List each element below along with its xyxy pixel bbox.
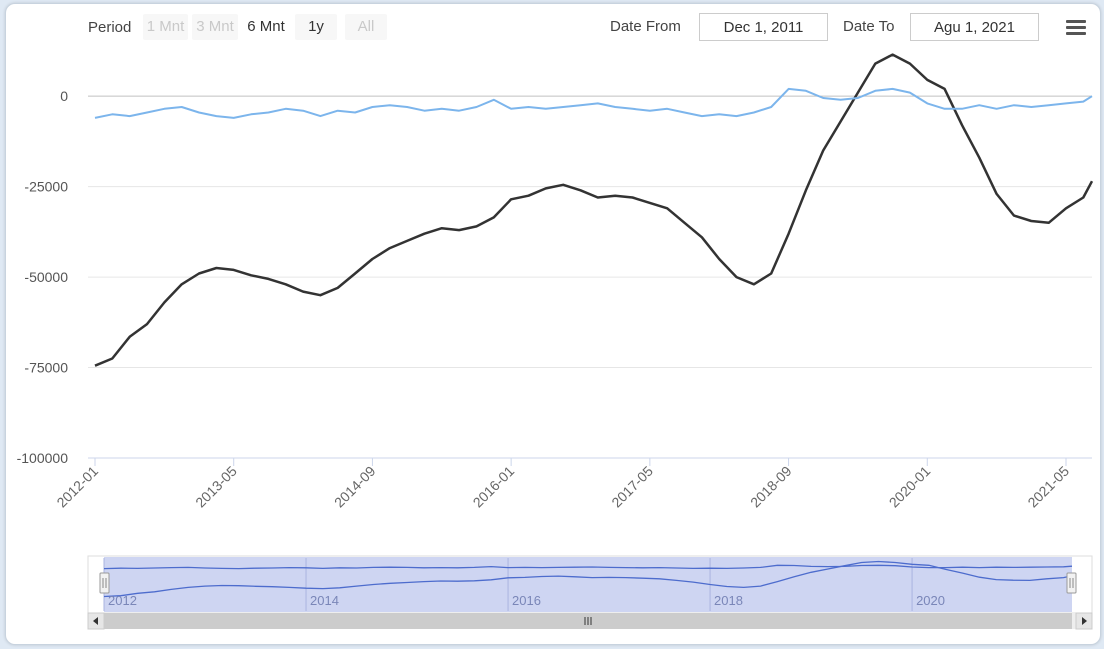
grid-lines: [88, 95, 1092, 459]
date-to-label: Date To: [843, 18, 895, 35]
y-tick-label: -25000: [24, 179, 68, 195]
x-tick-label: 2018-09: [747, 463, 795, 511]
navigator-series-line: [103, 564, 1073, 570]
y-tick-label: 0: [60, 88, 68, 104]
x-axis: 2012-01 2013-05 2014-09 2016-01 2017-05 2018-…: [53, 457, 1092, 511]
arrow-left-icon: [93, 617, 98, 625]
navigator-year-label: 2020: [916, 593, 945, 608]
period-1-year-button[interactable]: 1y: [295, 14, 337, 40]
x-tick-label: 2016-01: [470, 463, 518, 511]
navigator-year-label: 2014: [310, 593, 339, 608]
arrow-right-icon: [1082, 617, 1087, 625]
navigator-selected-range[interactable]: [104, 557, 1072, 612]
x-tick-label: 2021-05: [1024, 463, 1072, 511]
date-to-input[interactable]: Agu 1, 2021: [910, 13, 1039, 41]
navigator-series: [103, 560, 1073, 598]
y-axis: 0 -25000 -50000 -75000 -100000: [17, 88, 69, 466]
period-6-month-button[interactable]: 6 Mnt: [242, 14, 290, 40]
period-label: Period: [88, 19, 132, 36]
navigator-year-label: 2016: [512, 593, 541, 608]
date-from-input[interactable]: Dec 1, 2011: [699, 13, 828, 41]
y-tick-label: -100000: [17, 450, 69, 466]
series-group: [94, 53, 1094, 367]
scrollbar[interactable]: [87, 612, 1093, 630]
x-tick-label: 2020-01: [886, 463, 934, 511]
x-tick-label: 2014-09: [331, 463, 379, 511]
period-3-month-button[interactable]: 3 Mnt: [192, 14, 238, 40]
y-tick-label: -50000: [24, 269, 68, 285]
grip-lines-icon: [584, 617, 592, 625]
period-1-month-button[interactable]: 1 Mnt: [143, 14, 188, 40]
navigator-series-line: [103, 560, 1073, 598]
chart-container: [5, 3, 1101, 645]
navigator-left-handle[interactable]: [99, 572, 110, 594]
navigator[interactable]: 2012 2014 2016 2018 2020: [87, 555, 1093, 614]
x-tick-label: 2013-05: [192, 463, 240, 511]
x-tick-label: 2012-01: [53, 463, 101, 511]
series-line-dark: [94, 53, 1094, 367]
navigator-year-labels: 2012 2014 2016 2018 2020: [108, 593, 945, 608]
hamburger-menu-icon[interactable]: [1064, 18, 1088, 38]
navigator-year-label: 2012: [108, 593, 137, 608]
period-all-button[interactable]: All: [345, 14, 387, 40]
navigator-year-label: 2018: [714, 593, 743, 608]
y-tick-label: -75000: [24, 360, 68, 376]
x-tick-label: 2017-05: [608, 463, 656, 511]
navigator-right-handle[interactable]: [1066, 572, 1077, 594]
date-from-label: Date From: [610, 18, 681, 35]
series-line-light: [94, 87, 1093, 119]
